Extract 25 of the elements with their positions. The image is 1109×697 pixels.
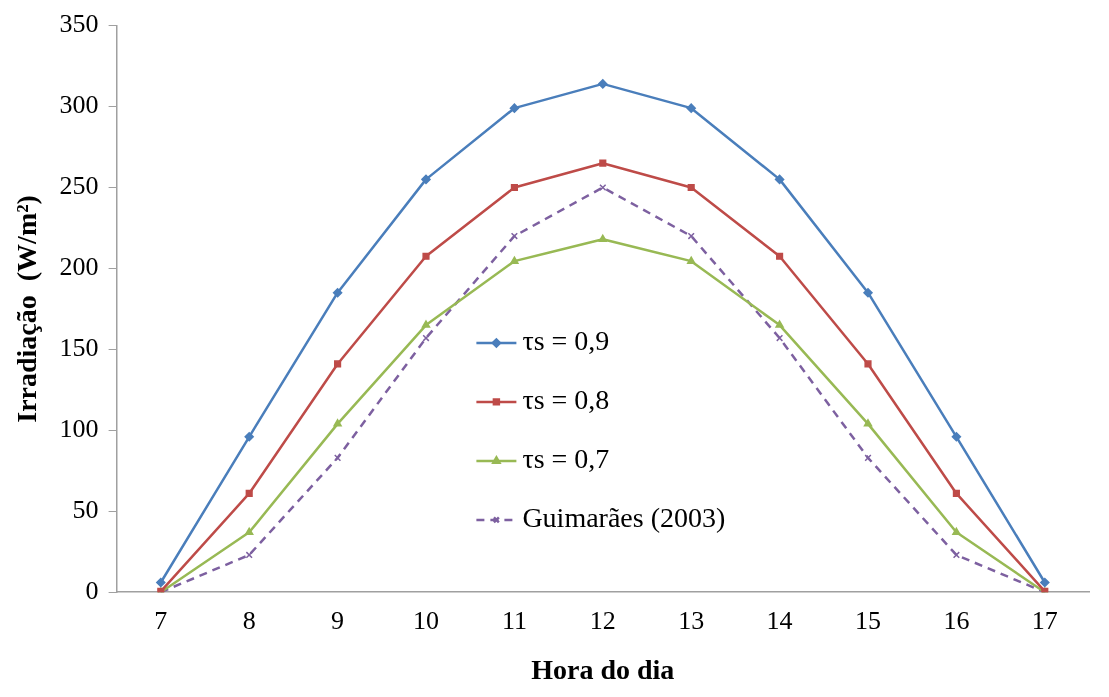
legend-label: Guimarães (2003) [522, 502, 726, 534]
legend-label: τs = 0,7 [522, 443, 610, 475]
x-tick-label: 7 [154, 605, 168, 635]
x-tick-label: 16 [943, 605, 970, 635]
y-tick-label: 50 [72, 495, 99, 525]
y-tick-label: 300 [59, 90, 99, 120]
x-tick-label: 11 [501, 605, 527, 635]
y-tick-label: 100 [59, 414, 99, 444]
y-tick-label: 200 [59, 252, 99, 282]
x-tick-label: 15 [855, 605, 881, 635]
x-tick-label: 13 [678, 605, 705, 635]
x-tick-label: 9 [331, 605, 345, 635]
legend-label: τs = 0,8 [522, 384, 610, 416]
x-tick-label: 10 [413, 605, 439, 635]
y-tick-label: 150 [59, 333, 99, 363]
x-tick-label: 17 [1031, 605, 1058, 635]
x-axis-title: Hora do dia [531, 654, 675, 686]
legend-label: τs = 0,9 [522, 325, 610, 357]
x-tick-label: 12 [589, 605, 616, 635]
y-tick-label: 0 [85, 576, 99, 606]
x-tick-label: 8 [242, 605, 256, 635]
y-axis-title: Irradiação (W/m²) [11, 195, 43, 423]
y-tick-label: 350 [59, 9, 99, 39]
y-tick-label: 250 [59, 171, 99, 201]
x-tick-label: 14 [766, 605, 793, 635]
